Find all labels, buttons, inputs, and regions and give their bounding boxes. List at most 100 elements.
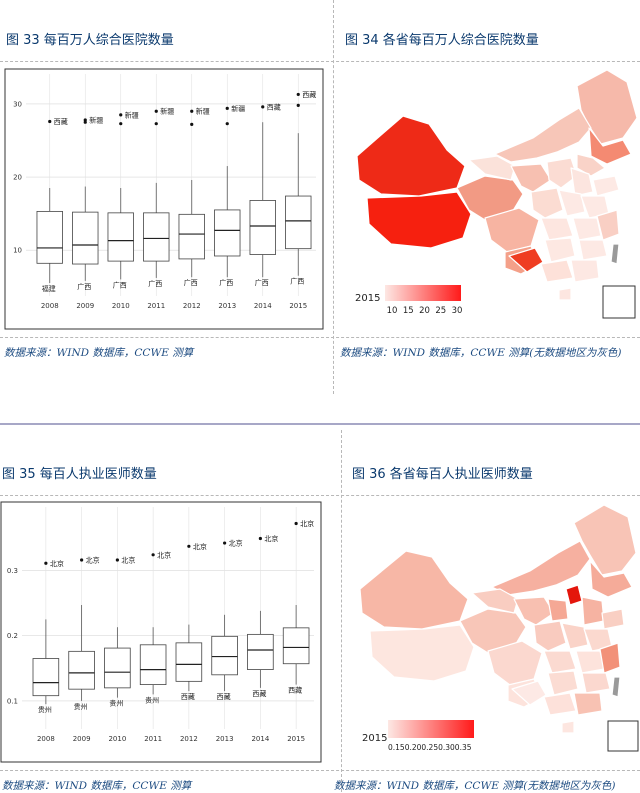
y-tick-label: 20	[13, 174, 22, 182]
chart-frame	[0, 501, 322, 763]
y-tick-label: 0.1	[7, 697, 18, 705]
x-tick-label: 2009	[73, 735, 91, 743]
legend-year: 2015	[355, 293, 380, 304]
outlier-point	[154, 122, 158, 126]
guizhou-region	[508, 247, 544, 273]
divider-bottom-source	[0, 770, 640, 771]
x-tick-label: 2013	[218, 302, 236, 310]
outlier-label: 北京	[300, 519, 314, 528]
henan-region	[561, 622, 589, 650]
gansu-west-region	[471, 588, 519, 614]
guangxi-region	[540, 259, 574, 283]
low-outlier-label: 贵州	[38, 705, 52, 714]
box	[32, 658, 60, 697]
fujian-region	[578, 239, 608, 261]
legend-tick-label: 10	[387, 306, 398, 316]
outlier-label: 新疆	[196, 107, 210, 116]
box	[249, 200, 276, 255]
south-china-sea-inset	[602, 285, 636, 319]
low-outlier-label: 广西	[113, 280, 127, 289]
box	[104, 647, 131, 689]
y-tick-label: 30	[13, 100, 22, 108]
figure-34-source: 数据来源：WIND 数据库，CCWE 测算(无数据地区为灰色)	[340, 347, 622, 359]
figure-36-title: 图 36 各省每百人执业医师数量	[352, 467, 533, 482]
x-tick-label: 2015	[287, 735, 305, 743]
low-outlier-label: 广西	[219, 278, 233, 287]
figure-34-map: 2015 10 15 20 25 30	[355, 69, 638, 319]
outlier-label: 北京	[264, 534, 278, 543]
section-separator	[0, 423, 640, 425]
outlier-label: 新疆	[160, 107, 174, 116]
legend-tick-label: 25	[435, 306, 446, 316]
qinghai-region	[456, 175, 524, 221]
tibet-region	[366, 191, 472, 249]
outlier-label: 西藏	[54, 117, 68, 126]
outlier-label: 北京	[157, 550, 171, 559]
x-tick-label: 2012	[180, 735, 198, 743]
x-tick-label: 2013	[216, 735, 234, 743]
shaanxi-region	[530, 187, 564, 219]
outlier-point	[83, 118, 87, 122]
divider-bottom-title	[0, 495, 640, 496]
jiangxi-region	[572, 217, 602, 241]
shandong-region	[601, 608, 625, 630]
outlier-point	[294, 521, 298, 526]
outlier-point	[187, 544, 191, 548]
low-outlier-label: 广西	[255, 278, 269, 287]
outlier-point	[48, 119, 52, 124]
hunan-region	[544, 237, 576, 263]
south-china-sea-inset	[607, 720, 639, 752]
fujian-region	[581, 672, 611, 694]
tibet-region	[369, 624, 475, 682]
figure-35-source: 数据来源：WIND 数据库，CCWE 测算	[2, 780, 192, 792]
outlier-point	[223, 541, 227, 545]
legend-color-bar	[385, 285, 461, 301]
low-outlier-label: 西藏	[288, 686, 302, 695]
outlier-point	[261, 105, 265, 109]
guangdong-region	[570, 259, 600, 283]
outlier-label: 北京	[86, 556, 100, 565]
x-tick-label: 2010	[112, 302, 130, 310]
jilin-region	[588, 127, 632, 165]
divider-top-title	[0, 61, 640, 62]
liaoning-region	[576, 153, 606, 177]
low-outlier-label: 西藏	[217, 692, 231, 701]
box	[139, 644, 167, 686]
x-tick-label: 2008	[37, 735, 55, 743]
figure-34-title: 图 34 各省每百万人综合医院数量	[345, 33, 539, 48]
hainan-region	[561, 720, 575, 734]
outlier-label: 北京	[229, 539, 243, 548]
box	[211, 635, 238, 676]
outlier-label: 北京	[121, 556, 135, 565]
outlier-point	[258, 536, 262, 541]
hubei-region	[543, 650, 577, 674]
y-tick-label: 10	[13, 247, 22, 255]
box	[72, 211, 99, 265]
low-outlier-label: 广西	[77, 282, 91, 291]
box	[68, 650, 95, 690]
outlier-point	[119, 113, 123, 117]
hainan-region	[558, 287, 572, 301]
legend-tick-label: 20	[419, 306, 430, 316]
x-tick-label: 2014	[254, 302, 272, 310]
hebei-region	[581, 596, 605, 626]
taiwan-region	[610, 243, 620, 265]
box	[247, 633, 274, 670]
box	[107, 212, 134, 262]
low-outlier-label: 广西	[184, 278, 198, 287]
hubei-region	[540, 217, 574, 241]
x-tick-label: 2011	[144, 735, 162, 743]
inner-mongolia-region	[494, 107, 592, 163]
qinghai-region	[459, 608, 527, 654]
box	[214, 209, 241, 257]
low-outlier-label: 西藏	[252, 689, 266, 698]
x-tick-label: 2014	[251, 735, 269, 743]
henan-region	[558, 189, 586, 217]
outlier-point	[151, 553, 155, 557]
divider-top-source	[0, 337, 640, 338]
gansu-west-region	[468, 155, 516, 181]
figure-35-boxplot: 0.1 0.2 0.3 2008 2009 2010 2011 2012 2013 2014 201…	[0, 501, 322, 763]
x-tick-label: 2010	[108, 735, 126, 743]
outlier-label: 北京	[193, 542, 207, 551]
box	[175, 642, 203, 682]
